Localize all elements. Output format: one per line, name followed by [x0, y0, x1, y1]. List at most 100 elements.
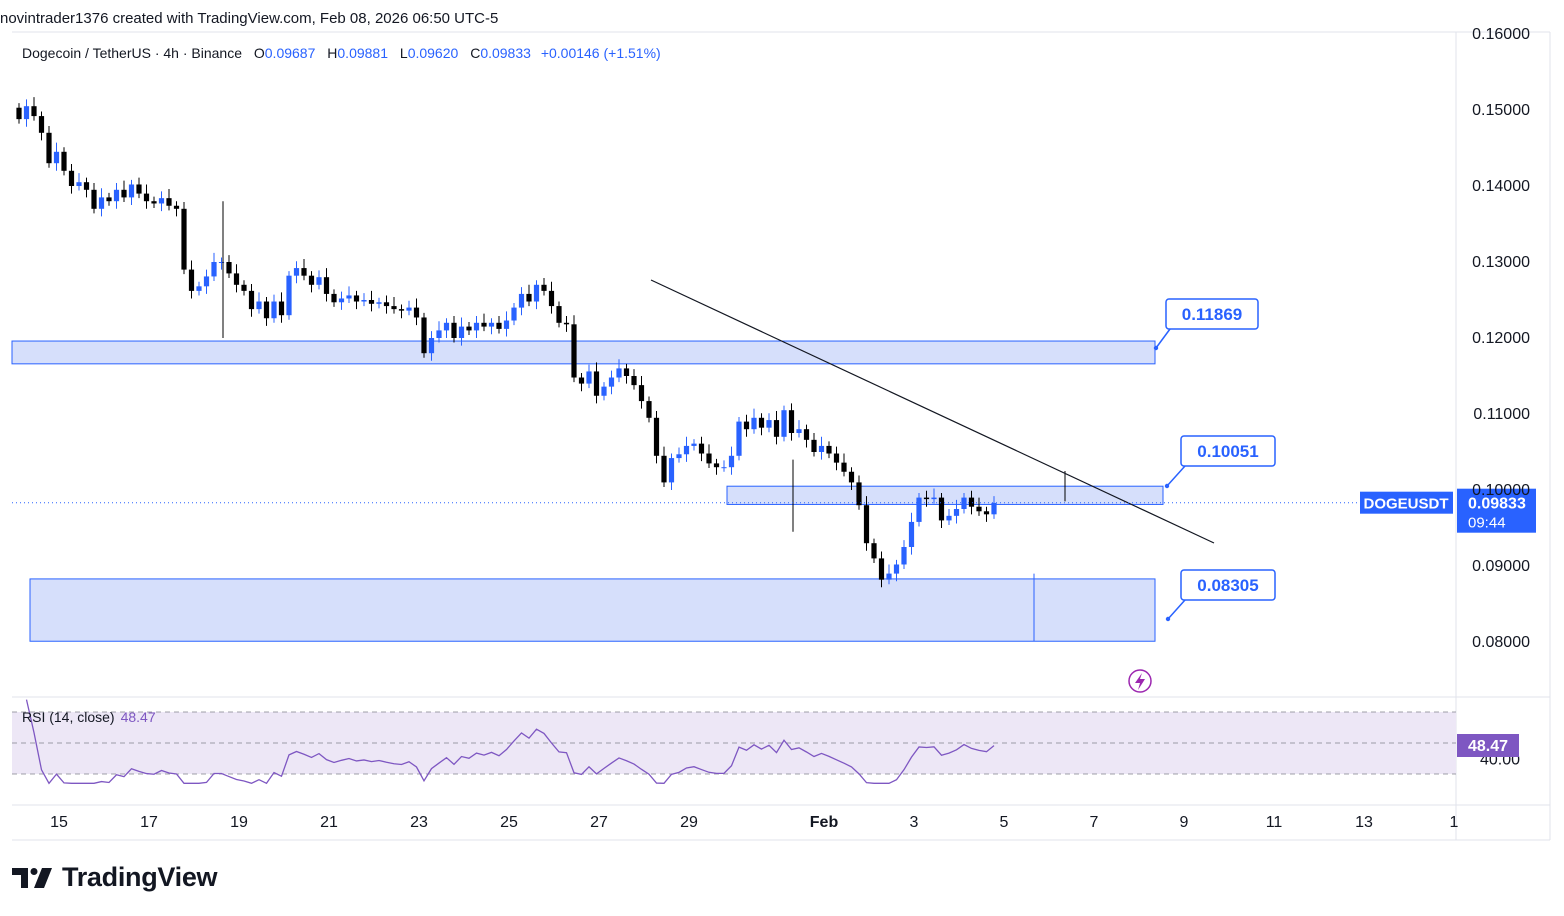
- candle: [541, 277, 547, 296]
- candle: [91, 182, 97, 214]
- candle-body: [983, 511, 990, 515]
- candle-body: [653, 417, 660, 456]
- candle: [638, 376, 645, 409]
- symbol-title[interactable]: Dogecoin / TetherUS · 4h · Binance: [22, 45, 242, 61]
- candle-body: [901, 547, 907, 565]
- candle-body: [676, 454, 682, 459]
- candle-body: [788, 410, 795, 433]
- candle: [331, 289, 337, 307]
- candle-body: [683, 445, 690, 455]
- candle: [661, 446, 667, 487]
- candle: [218, 257, 225, 270]
- candle: [856, 475, 862, 510]
- candle: [788, 403, 795, 441]
- candle: [923, 490, 930, 507]
- candle: [773, 410, 780, 445]
- candle: [136, 177, 142, 199]
- candle: [473, 315, 480, 338]
- candle: [263, 296, 270, 326]
- change-value: +0.00146 (+1.51%): [540, 45, 661, 61]
- candle: [878, 551, 885, 588]
- candle: [436, 321, 442, 343]
- candle-body: [923, 497, 930, 500]
- candle-body: [391, 306, 397, 310]
- candle-body: [781, 410, 787, 437]
- candle-body: [98, 197, 105, 209]
- candle-body: [398, 309, 405, 311]
- candle-body: [856, 482, 862, 506]
- candle-body: [841, 462, 847, 472]
- candle-body: [68, 170, 75, 186]
- candle-body: [646, 401, 652, 418]
- candle: [938, 493, 945, 528]
- candle-body: [488, 322, 495, 327]
- candle-body: [518, 293, 525, 308]
- candle: [151, 196, 157, 209]
- candle-body: [601, 386, 607, 396]
- candle: [323, 268, 330, 302]
- candle: [173, 201, 180, 217]
- candle-body: [143, 193, 150, 202]
- candle-body: [526, 293, 532, 302]
- candle: [578, 372, 585, 392]
- candle: [121, 180, 127, 202]
- tradingview-brand[interactable]: TradingView: [12, 862, 218, 893]
- candle-body: [211, 262, 217, 277]
- rsi-label[interactable]: RSI (14, close): [22, 709, 115, 725]
- candle: [391, 296, 397, 314]
- time-tick-label: 19: [230, 814, 248, 831]
- tradingview-wordmark: TradingView: [62, 862, 218, 892]
- candle: [181, 201, 187, 275]
- candle: [721, 460, 727, 472]
- candle-body: [46, 132, 52, 164]
- price-tick-label: 0.12000: [1472, 330, 1530, 347]
- candle: [398, 304, 405, 319]
- symbol-tag-bg: [1360, 491, 1453, 514]
- candle-body: [241, 284, 247, 291]
- price-tick-label: 0.15000: [1472, 102, 1530, 119]
- candle-body: [766, 420, 772, 428]
- candle: [316, 270, 322, 290]
- candle-body: [826, 445, 832, 454]
- open-label: O: [253, 45, 265, 61]
- candle-body: [353, 295, 360, 302]
- candle-body: [706, 453, 712, 464]
- candle-body: [533, 284, 540, 302]
- candle: [766, 413, 772, 433]
- candle-body: [946, 515, 952, 521]
- candle-body: [83, 182, 90, 190]
- candle-body: [338, 298, 345, 303]
- candle-body: [803, 429, 810, 440]
- candle-body: [113, 189, 120, 202]
- time-tick-label: 23: [410, 814, 428, 831]
- candle: [863, 496, 870, 551]
- candle-body: [503, 320, 510, 329]
- candle: [53, 142, 60, 171]
- candle: [631, 369, 637, 390]
- candle: [983, 506, 990, 522]
- candle: [233, 264, 240, 293]
- candle-body: [218, 262, 225, 263]
- candle-body: [256, 301, 262, 310]
- candle-body: [893, 564, 900, 574]
- candle: [128, 179, 135, 205]
- rsi-value-tag: 48.47: [1468, 738, 1508, 755]
- candle: [293, 261, 300, 284]
- candle-body: [916, 497, 922, 522]
- zone-rectangle-2: [726, 485, 1164, 505]
- candle: [496, 315, 502, 334]
- candle: [976, 497, 982, 516]
- candle-body: [121, 189, 127, 198]
- candle-body: [886, 573, 892, 580]
- open-value: 0.09687: [264, 45, 316, 61]
- low-value: 0.09620: [407, 45, 459, 61]
- candle: [76, 173, 82, 191]
- callout-label: 0.10051: [1197, 442, 1258, 461]
- candle: [676, 447, 682, 463]
- zone-callout-1: 0.11869: [1153, 298, 1259, 351]
- close-label: C: [470, 45, 481, 61]
- candle: [511, 303, 517, 326]
- candle-body: [848, 471, 855, 483]
- candle: [271, 294, 277, 323]
